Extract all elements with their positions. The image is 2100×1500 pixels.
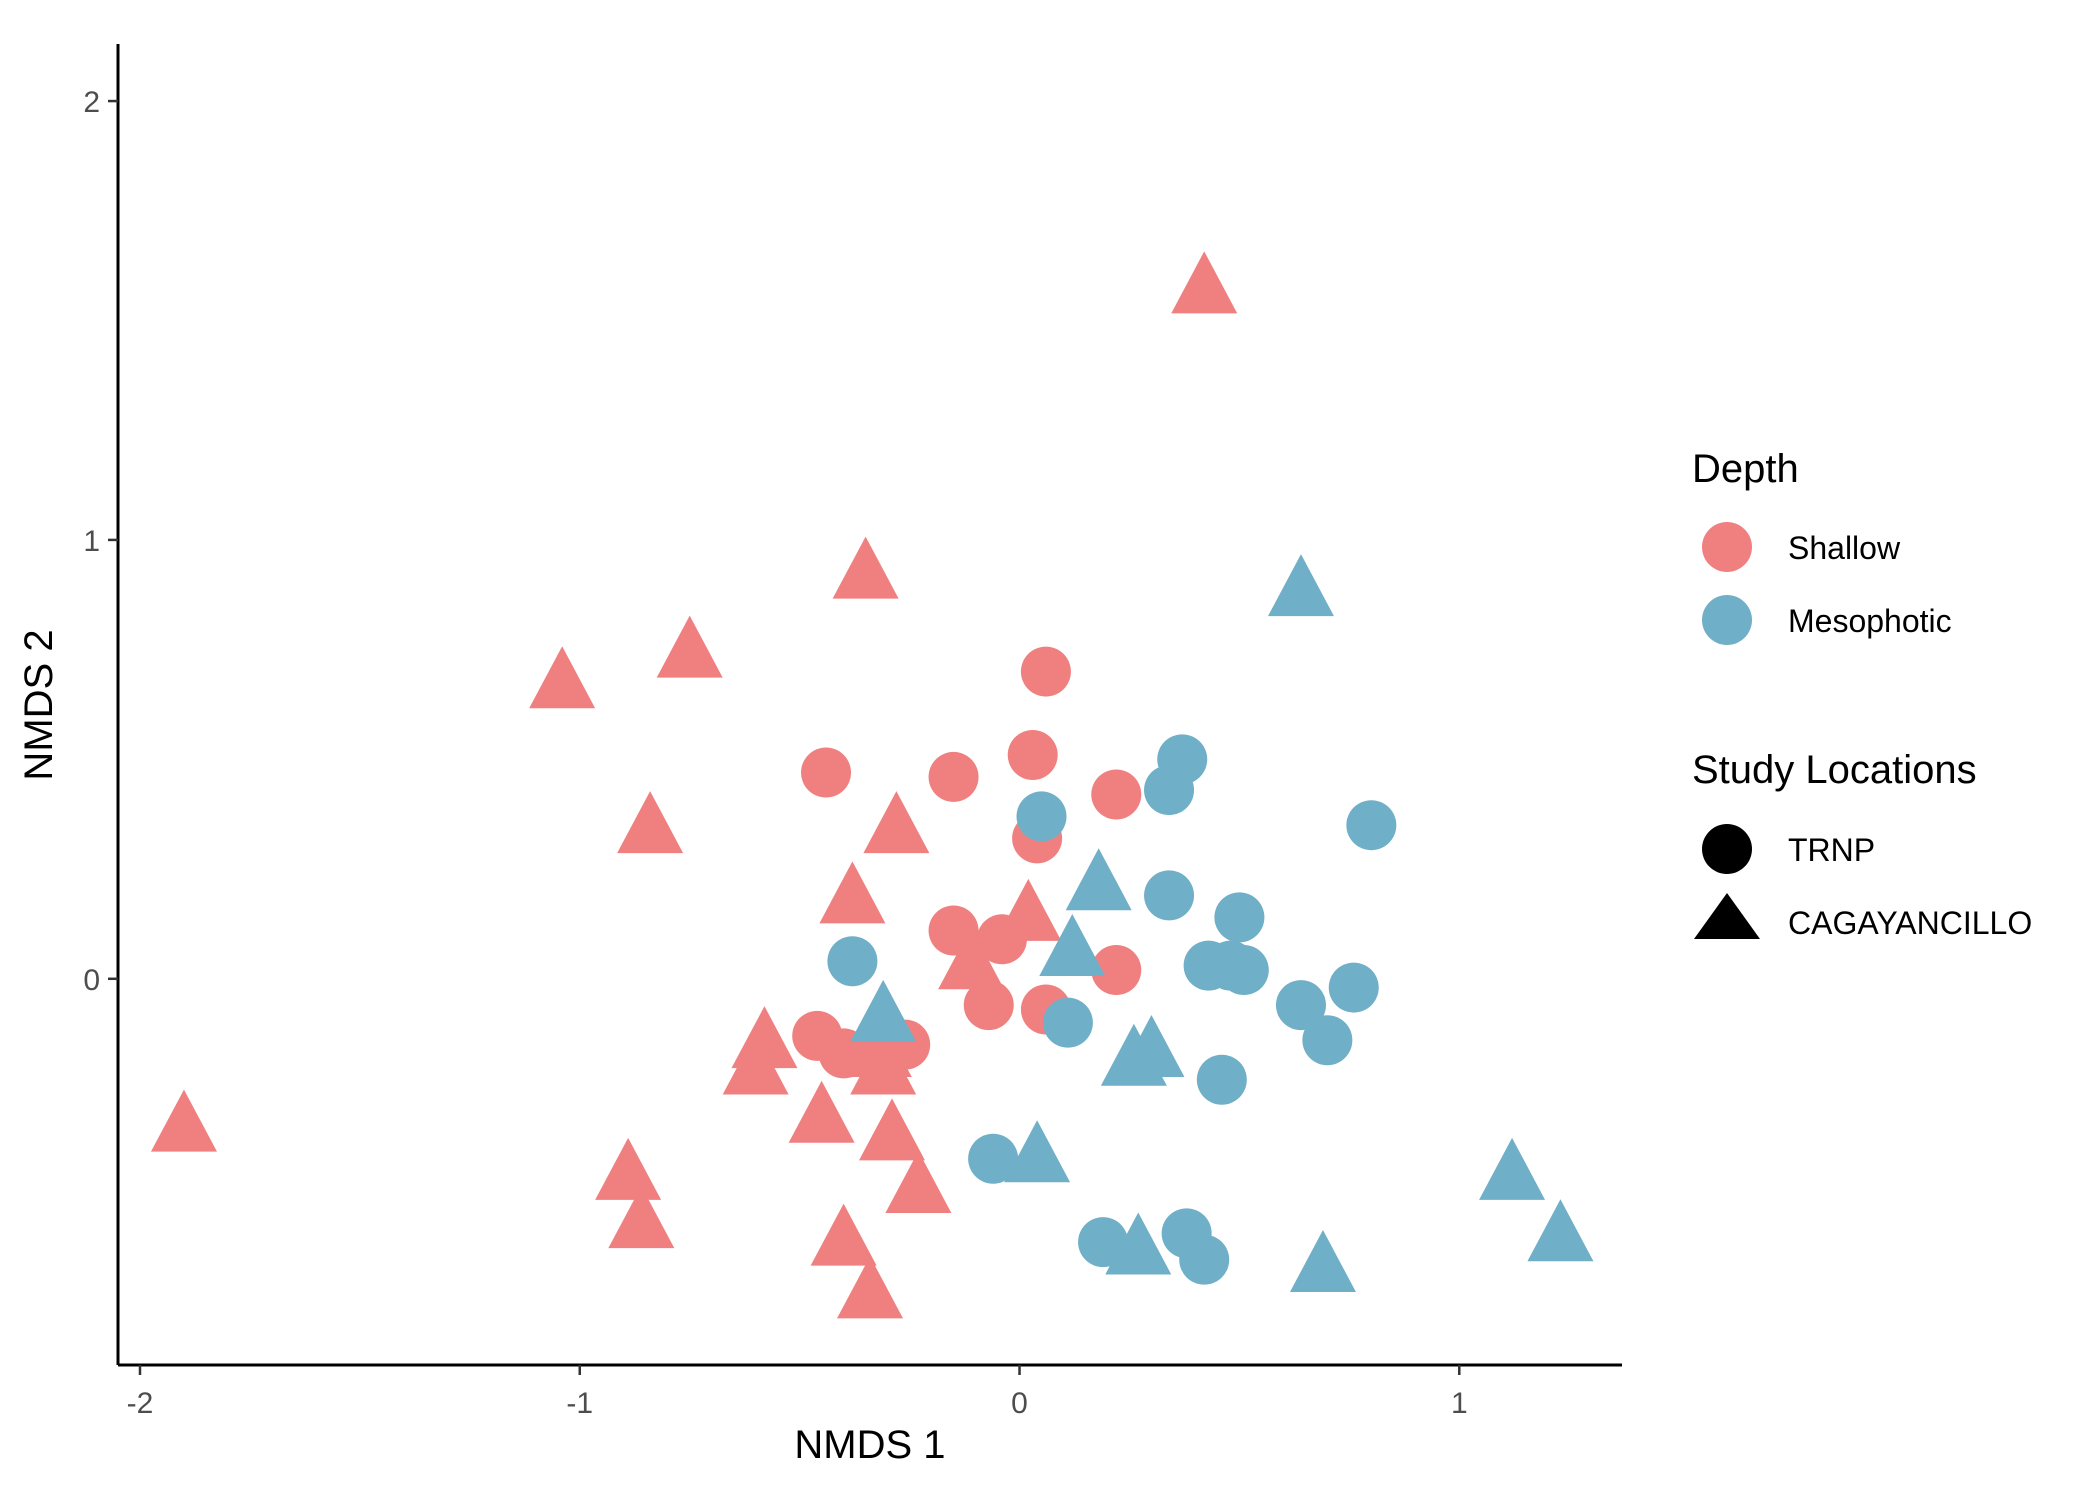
point-shallow-trnp — [1091, 769, 1142, 820]
point-shallow-cagayancillo — [529, 646, 596, 709]
x-tick-label: -1 — [566, 1387, 593, 1420]
point-shallow-trnp — [963, 980, 1014, 1031]
y-tick-label: 0 — [83, 964, 100, 997]
point-mesophotic-cagayancillo — [1479, 1137, 1546, 1200]
point-mesophotic-cagayancillo — [1527, 1199, 1594, 1262]
point-shallow-trnp — [1007, 729, 1058, 780]
x-axis-ticks: -2 -1 0 1 — [127, 1365, 1468, 1420]
point-mesophotic-trnp — [1042, 997, 1093, 1048]
point-shallow-trnp — [1020, 646, 1071, 697]
point-mesophotic-cagayancillo — [1039, 914, 1106, 977]
y-tick-label: 1 — [83, 525, 100, 558]
point-shallow-cagayancillo — [850, 1032, 917, 1095]
legend-label-trnp: TRNP — [1788, 832, 1875, 868]
point-mesophotic-cagayancillo — [1289, 1230, 1356, 1293]
legend-depth-title: Depth — [1692, 447, 1799, 491]
legend-locations-title: Study Locations — [1692, 748, 1977, 792]
point-shallow-cagayancillo — [1171, 251, 1238, 314]
y-tick-label: 2 — [83, 86, 100, 119]
legend-key-cagayancillo — [1694, 893, 1760, 939]
x-axis-title: NMDS 1 — [794, 1423, 945, 1467]
point-mesophotic-trnp — [1275, 980, 1326, 1031]
y-axis-ticks: 0 1 2 — [83, 86, 118, 997]
point-mesophotic-cagayancillo — [1065, 848, 1132, 911]
x-tick-label: 1 — [1451, 1387, 1468, 1420]
point-shallow-trnp — [801, 747, 852, 798]
point-shallow-trnp — [976, 914, 1027, 965]
point-mesophotic-trnp — [1346, 800, 1397, 851]
point-mesophotic-trnp — [968, 1133, 1019, 1184]
point-shallow-cagayancillo — [150, 1089, 217, 1152]
point-shallow-trnp — [928, 905, 979, 956]
data-points — [150, 251, 1594, 1319]
point-mesophotic-trnp — [1196, 1054, 1247, 1105]
point-shallow-cagayancillo — [863, 791, 930, 854]
point-mesophotic-trnp — [1078, 1217, 1129, 1268]
point-shallow-cagayancillo — [832, 536, 899, 599]
point-mesophotic-trnp — [1214, 892, 1265, 943]
point-shallow-cagayancillo — [656, 615, 723, 678]
point-shallow-trnp — [1091, 945, 1142, 996]
point-mesophotic-trnp — [1179, 1234, 1230, 1285]
point-mesophotic-trnp — [1328, 962, 1379, 1013]
point-shallow-cagayancillo — [858, 1098, 925, 1161]
point-mesophotic-trnp — [1218, 945, 1269, 996]
point-mesophotic-cagayancillo — [1267, 554, 1334, 617]
point-mesophotic-cagayancillo — [1105, 1212, 1172, 1275]
legend-key-trnp — [1702, 824, 1752, 874]
point-mesophotic-cagayancillo — [1004, 1120, 1071, 1183]
legend-label-cagayancillo: CAGAYANCILLO — [1788, 905, 2032, 941]
point-shallow-cagayancillo — [595, 1137, 662, 1200]
legend-label-shallow: Shallow — [1788, 530, 1901, 566]
legend-study-locations: Study Locations TRNP CAGAYANCILLO — [1692, 748, 2032, 941]
legend-key-mesophotic — [1702, 595, 1752, 645]
point-mesophotic-trnp — [1144, 765, 1195, 816]
y-axis-title: NMDS 2 — [17, 629, 61, 780]
point-shallow-cagayancillo — [819, 861, 886, 924]
point-shallow-cagayancillo — [837, 1256, 903, 1319]
point-mesophotic-cagayancillo — [1100, 1023, 1167, 1086]
x-tick-label: -2 — [127, 1387, 154, 1420]
legend-label-mesophotic: Mesophotic — [1788, 603, 1952, 639]
point-mesophotic-trnp — [1144, 870, 1195, 921]
plot-area: -2 -1 0 1 0 1 2 — [83, 44, 1622, 1420]
x-tick-label: 0 — [1011, 1387, 1028, 1420]
point-shallow-cagayancillo — [938, 927, 1005, 990]
legend-key-shallow — [1702, 522, 1752, 572]
point-shallow-cagayancillo — [788, 1080, 855, 1143]
legend-depth: Depth Shallow Mesophotic — [1692, 447, 1952, 645]
point-shallow-cagayancillo — [608, 1186, 675, 1249]
point-shallow-cagayancillo — [617, 791, 684, 854]
point-shallow-cagayancillo — [810, 1203, 877, 1266]
point-mesophotic-cagayancillo — [850, 979, 917, 1042]
point-mesophotic-trnp — [1302, 1015, 1353, 1066]
point-shallow-cagayancillo — [722, 1032, 789, 1095]
point-mesophotic-trnp — [1016, 791, 1067, 842]
point-shallow-trnp — [928, 751, 979, 802]
point-mesophotic-trnp — [827, 936, 878, 987]
point-shallow-cagayancillo — [885, 1151, 952, 1214]
